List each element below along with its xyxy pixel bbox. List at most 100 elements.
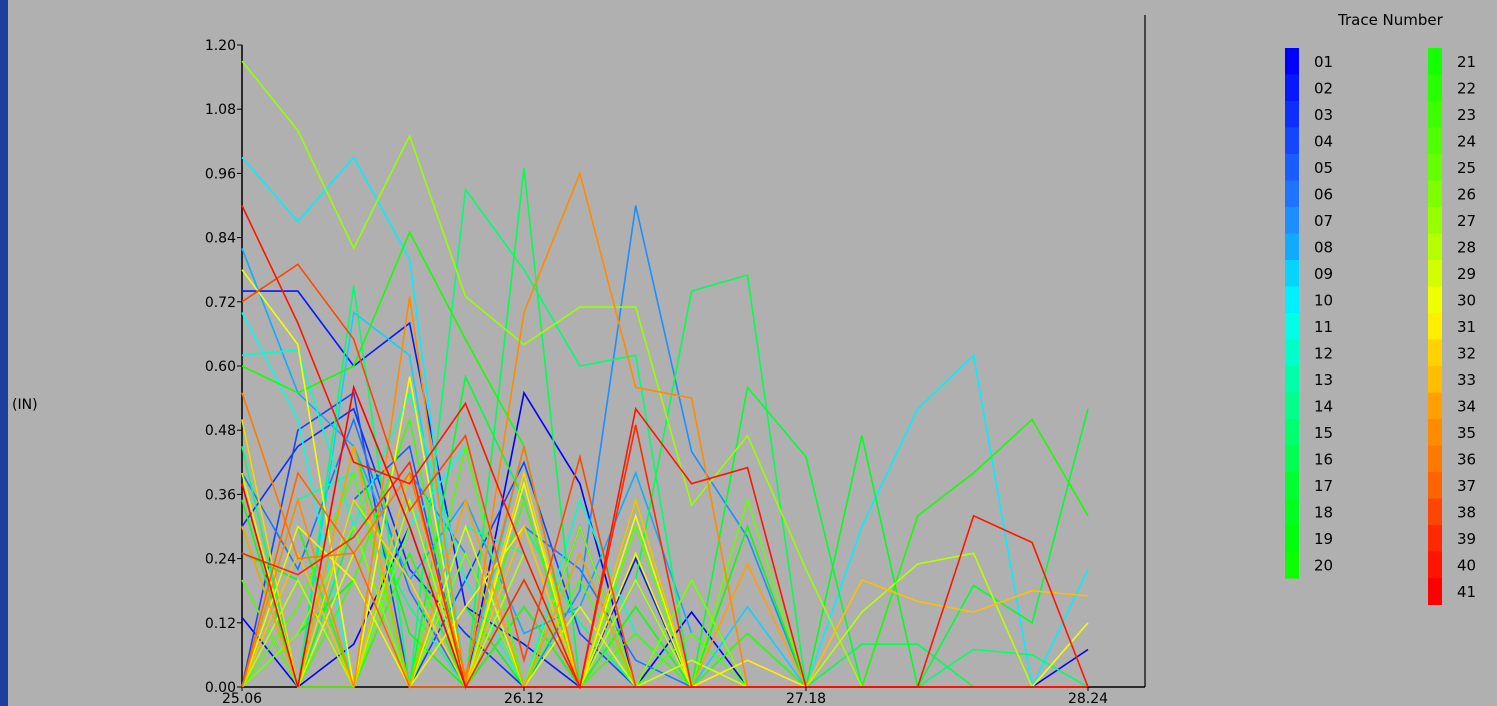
legend-swatch-12 [1285, 339, 1299, 367]
legend-swatch-29 [1428, 260, 1442, 287]
y-ticks: 0.00 0.12 0.24 0.36 0.48 0.60 0.72 0.84 0.96 1.08… [205, 38, 242, 696]
legend-label-01: 01 [1314, 53, 1333, 71]
legend-label-21: 21 [1457, 53, 1476, 71]
legend-label-41: 41 [1457, 583, 1476, 601]
legend-label-25: 25 [1457, 159, 1476, 177]
y-tick-label: 0.60 [205, 359, 236, 375]
legend-swatch-14 [1285, 392, 1299, 420]
legend-swatch-17 [1285, 472, 1299, 499]
legend-swatch-15 [1285, 419, 1299, 446]
legend-label-10: 10 [1314, 292, 1333, 310]
legend-label-15: 15 [1314, 424, 1333, 442]
legend-label-35: 35 [1457, 424, 1476, 442]
legend-swatch-39 [1428, 525, 1442, 552]
y-tick-label: 0.12 [205, 616, 236, 632]
y-tick-label: 0.96 [205, 166, 236, 182]
legend-label-29: 29 [1457, 265, 1476, 283]
legend-swatch-26 [1428, 180, 1442, 208]
legend-label-06: 06 [1314, 186, 1333, 204]
series-line-21 [241, 230, 1089, 689]
legend-label-23: 23 [1457, 106, 1476, 124]
legend-label-12: 12 [1314, 345, 1333, 363]
legend-swatch-30 [1428, 286, 1442, 314]
legend-swatch-06 [1285, 180, 1299, 208]
legend-swatch-01 [1285, 48, 1299, 75]
legend-swatch-31 [1428, 313, 1442, 340]
legend-label-33: 33 [1457, 371, 1476, 389]
series-line-40 [241, 205, 1089, 690]
legend-label-39: 39 [1457, 530, 1476, 548]
legend-swatch-33 [1428, 366, 1442, 393]
legend-label-05: 05 [1314, 159, 1333, 177]
legend-swatch-37 [1428, 472, 1442, 499]
legend-label-03: 03 [1314, 106, 1333, 124]
series-line-07 [241, 205, 1088, 690]
legend-swatch-32 [1428, 339, 1442, 367]
y-tick-label: 0.00 [205, 680, 236, 696]
legend-label-37: 37 [1457, 477, 1476, 495]
plot-area: 0.00 0.12 0.24 0.36 0.48 0.60 0.72 0.84 0.96 1.08… [205, 15, 1146, 706]
legend-label-11: 11 [1314, 318, 1333, 336]
legend-swatch-25 [1428, 154, 1442, 181]
series-line-28 [241, 497, 1088, 690]
legend-swatch-16 [1285, 445, 1299, 473]
legend-label-07: 07 [1314, 212, 1333, 230]
legend-label-02: 02 [1314, 80, 1333, 98]
legend-label-14: 14 [1314, 398, 1333, 416]
legend-label-18: 18 [1314, 504, 1333, 522]
legend-swatch-05 [1285, 154, 1299, 181]
legend-label-36: 36 [1457, 451, 1476, 469]
legend-swatch-36 [1428, 445, 1442, 473]
y-tick-label: 0.48 [205, 423, 236, 439]
legend-swatch-13 [1285, 366, 1299, 393]
legend-label-38: 38 [1457, 504, 1476, 522]
series-line-41 [241, 384, 1088, 688]
legend-label-24: 24 [1457, 133, 1476, 151]
legend-swatch-35 [1428, 419, 1442, 446]
x-ticks: 25.06 26.12 27.18 28.24 [222, 687, 1108, 706]
legend-label-26: 26 [1457, 186, 1476, 204]
legend-swatch-27 [1428, 207, 1442, 234]
series-line-27 [241, 60, 1088, 688]
legend-swatch-20 [1285, 551, 1299, 579]
legend-label-27: 27 [1457, 212, 1476, 230]
legend-label-40: 40 [1457, 557, 1476, 575]
legend-title: Trace Number [1337, 11, 1444, 29]
legend-label-30: 30 [1457, 292, 1476, 310]
legend-swatch-41 [1428, 578, 1442, 605]
legend-label-31: 31 [1457, 318, 1476, 336]
legend: Trace Number 01 02 03 04 05 06 07 08 09 10 11 12 13 1… [1285, 11, 1476, 605]
y-tick-label: 1.08 [205, 102, 236, 118]
legend-swatch-40 [1428, 551, 1442, 579]
y-tick-label: 1.20 [205, 38, 236, 54]
legend-label-34: 34 [1457, 398, 1476, 416]
legend-swatch-28 [1428, 233, 1442, 261]
legend-swatch-11 [1285, 313, 1299, 340]
legend-label-13: 13 [1314, 371, 1333, 389]
legend-label-16: 16 [1314, 451, 1333, 469]
legend-swatch-03 [1285, 101, 1299, 128]
legend-label-08: 08 [1314, 239, 1333, 257]
y-tick-label: 0.36 [205, 487, 236, 503]
legend-swatch-08 [1285, 233, 1299, 261]
series-line-33 [241, 469, 1089, 690]
legend-swatch-19 [1285, 525, 1299, 552]
x-tick-label: 27.18 [786, 691, 826, 706]
legend-swatch-38 [1428, 498, 1442, 526]
legend-swatch-04 [1285, 127, 1299, 155]
legend-label-28: 28 [1457, 239, 1476, 257]
series-lines [241, 60, 1089, 691]
legend-swatch-24 [1428, 127, 1442, 155]
left-border-stripe [0, 0, 8, 706]
legend-label-20: 20 [1314, 557, 1333, 575]
legend-label-04: 04 [1314, 133, 1333, 151]
legend-swatch-02 [1285, 74, 1299, 102]
y-tick-label: 0.24 [205, 552, 236, 568]
legend-label-32: 32 [1457, 345, 1476, 363]
legend-swatch-10 [1285, 286, 1299, 314]
legend-swatch-23 [1428, 101, 1442, 128]
legend-swatch-21 [1428, 48, 1442, 75]
legend-label-09: 09 [1314, 265, 1333, 283]
